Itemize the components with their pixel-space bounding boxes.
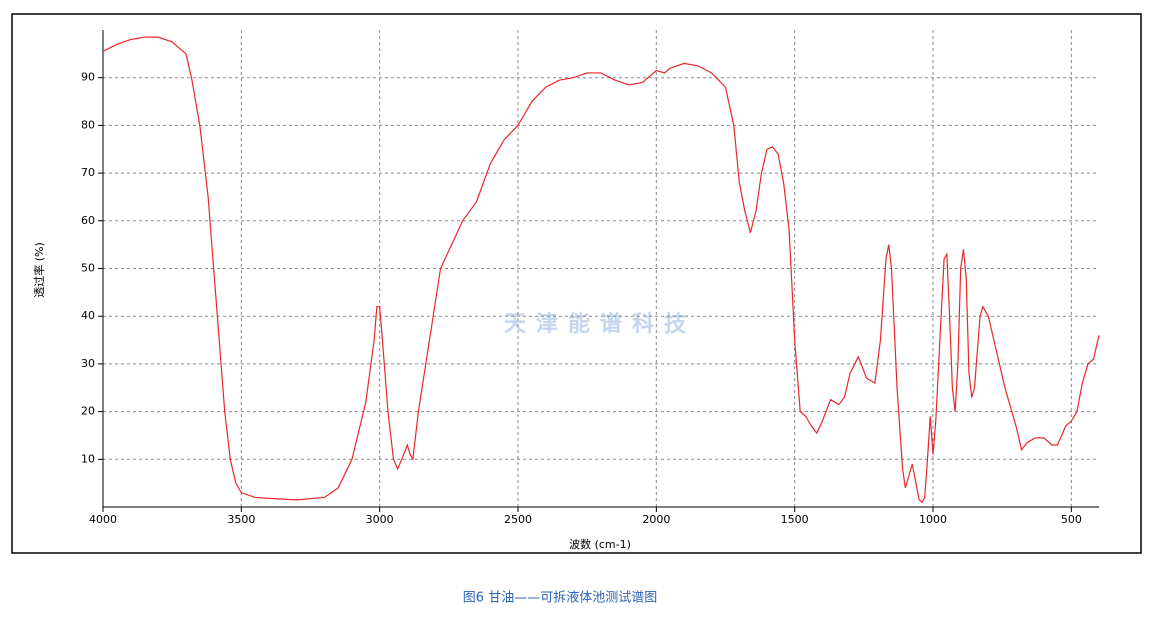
y-tick-label: 20 — [81, 405, 95, 418]
x-tick-label: 3000 — [366, 513, 394, 526]
caption: 图6 甘油——可拆液体池测试谱图 — [463, 591, 657, 606]
y-tick-label: 10 — [81, 452, 95, 465]
y-tick-label: 90 — [81, 71, 95, 84]
x-tick-label: 500 — [1061, 513, 1082, 526]
x-tick-label: 2000 — [642, 513, 670, 526]
frame — [11, 13, 1142, 554]
x-axis-label: 波数 (cm-1) — [569, 538, 631, 551]
x-tick-label: 1500 — [781, 513, 809, 526]
x-tick-label: 2500 — [504, 513, 532, 526]
y-tick-label: 40 — [81, 309, 95, 322]
spectrum-line — [102, 36, 1100, 504]
watermark: 天津能谱科技 — [504, 311, 696, 337]
y-tick-label: 70 — [81, 166, 95, 179]
y-axis-label: 透过率 (%) — [32, 242, 46, 298]
x-tick-label: 3500 — [227, 513, 255, 526]
y-tick-label: 60 — [81, 214, 95, 227]
y-tick-label: 30 — [81, 357, 95, 370]
x-tick-label: 4000 — [89, 513, 117, 526]
y-tick-label: 50 — [81, 262, 95, 275]
y-tick-label: 80 — [81, 118, 95, 131]
x-tick-label: 1000 — [919, 513, 947, 526]
